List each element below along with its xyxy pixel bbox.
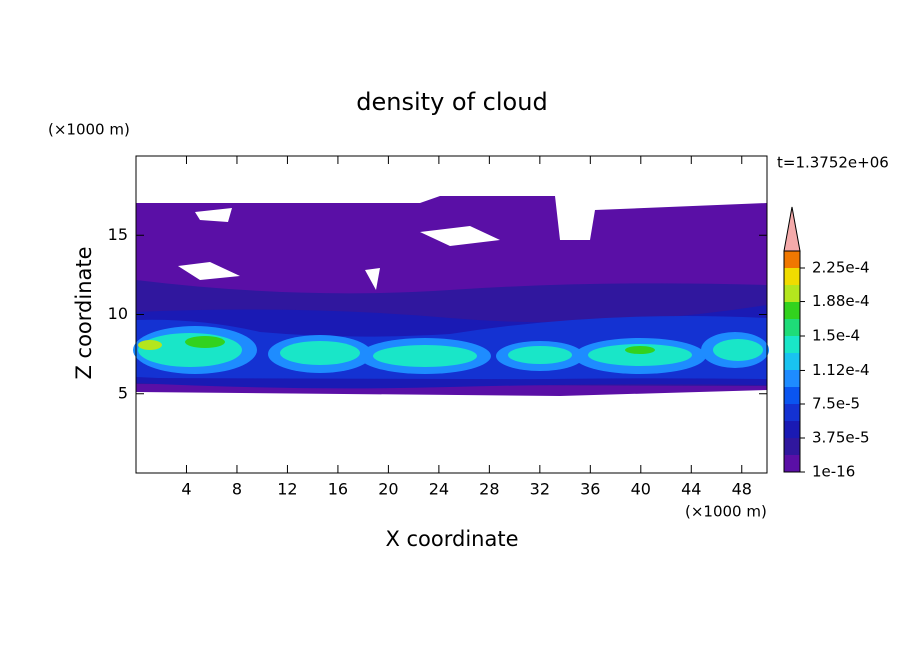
colorbar-box bbox=[784, 438, 800, 455]
x-tick-label: 8 bbox=[232, 480, 242, 499]
colorbar-box bbox=[784, 268, 800, 285]
y-tick-label: 15 bbox=[108, 225, 128, 244]
colorbar-tick-label: 1.12e-4 bbox=[812, 361, 870, 379]
contour-field bbox=[133, 196, 769, 396]
colorbar-box bbox=[784, 370, 800, 387]
colorbar-tick-label: 7.5e-5 bbox=[812, 395, 860, 413]
colorbar-box bbox=[784, 336, 800, 353]
colorbar-box bbox=[784, 353, 800, 370]
colorbar-box bbox=[784, 421, 800, 438]
y-unit: (×1000 m) bbox=[48, 121, 130, 139]
x-tick-label: 36 bbox=[580, 480, 600, 499]
x-tick-label: 32 bbox=[530, 480, 550, 499]
colorbar-box bbox=[784, 455, 800, 472]
x-tick-label: 12 bbox=[277, 480, 297, 499]
colorbar-box bbox=[784, 285, 800, 302]
colorbar-box bbox=[784, 302, 800, 319]
colorbar-extend bbox=[783, 206, 801, 252]
x-tick-label: 40 bbox=[631, 480, 651, 499]
y-tick-label: 10 bbox=[108, 304, 128, 323]
cloud-base bbox=[135, 377, 768, 389]
x-tick-label: 16 bbox=[328, 480, 348, 499]
colorbar-frame bbox=[783, 250, 801, 473]
colorbar-box bbox=[784, 251, 800, 268]
colorbar-box bbox=[784, 404, 800, 421]
x-tick-label: 20 bbox=[378, 480, 398, 499]
chart-title: density of cloud bbox=[356, 88, 547, 116]
colorbar-box bbox=[784, 319, 800, 336]
cloud-hole bbox=[178, 208, 500, 290]
x-tick-label: 44 bbox=[681, 480, 701, 499]
x-tick-label: 4 bbox=[181, 480, 191, 499]
cloud-blobs bbox=[133, 326, 769, 374]
x-unit: (×1000 m) bbox=[685, 503, 767, 521]
x-tick-label: 48 bbox=[732, 480, 752, 499]
colorbar-tick-label: 1e-16 bbox=[812, 463, 855, 481]
y-axis-label: Z coordinate bbox=[72, 246, 96, 379]
colorbar-tick-label: 1.88e-4 bbox=[812, 292, 870, 310]
x-axis-label: X coordinate bbox=[385, 527, 518, 551]
x-tick-label: 24 bbox=[429, 480, 449, 499]
colorbar-tick-label: 1.5e-4 bbox=[812, 327, 860, 345]
colorbar-tick-label: 3.75e-5 bbox=[812, 429, 870, 447]
x-tick-label: 28 bbox=[479, 480, 499, 499]
y-tick-label: 5 bbox=[118, 383, 128, 402]
time-label: t=1.3752e+06 bbox=[777, 154, 889, 172]
colorbar-tick-label: 2.25e-4 bbox=[812, 259, 870, 277]
colorbar-box bbox=[784, 387, 800, 404]
